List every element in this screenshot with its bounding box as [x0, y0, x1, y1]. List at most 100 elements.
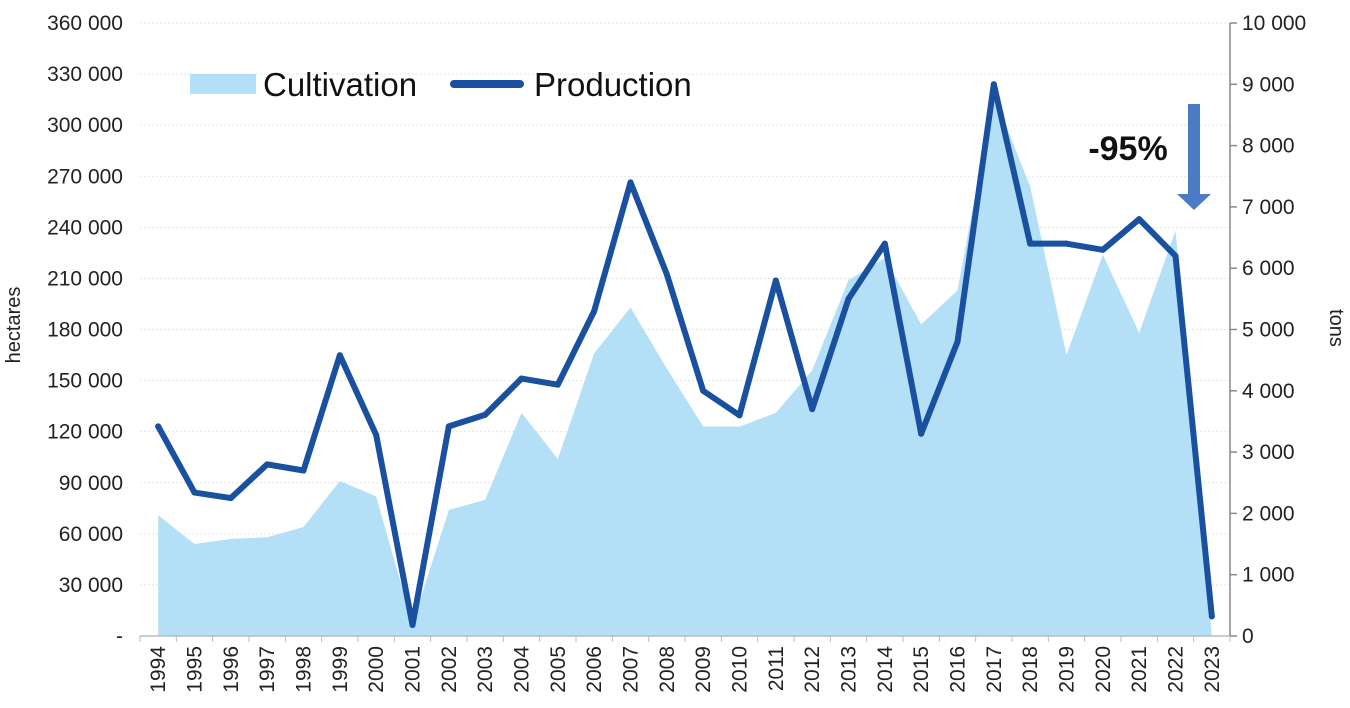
y-left-tick-label: 330 000 — [47, 63, 123, 86]
x-tick-label: 1997 — [256, 646, 279, 693]
y-right-tick-label: 1 000 — [1242, 564, 1295, 587]
production-point — [227, 495, 234, 502]
y-left-tick-label: - — [116, 625, 123, 648]
production-point — [772, 277, 779, 284]
production-point — [1208, 613, 1215, 620]
production-point — [1136, 216, 1143, 223]
y-left-tick-label: 30 000 — [59, 574, 123, 597]
x-tick-label: 2003 — [474, 646, 497, 693]
x-tick-label: 2023 — [1201, 646, 1224, 693]
y-left-tick-label: 150 000 — [47, 370, 123, 393]
y-right-tick-label: 10 000 — [1242, 12, 1306, 35]
production-line-layer — [155, 81, 1215, 628]
production-point — [918, 430, 925, 437]
y-right-axis-title: tons — [1325, 309, 1347, 347]
x-tick-label: 2015 — [910, 646, 933, 693]
production-point — [264, 461, 271, 468]
y-right-tick-label: 7 000 — [1242, 196, 1295, 219]
x-tick-label: 2008 — [656, 646, 679, 693]
left-axis-ticks: - 30 000 60 000 90 000 120 000 150 000 180 000… — [47, 12, 123, 648]
x-tick-label: 2013 — [838, 646, 861, 693]
x-tick-label: 2009 — [692, 646, 715, 693]
x-tick-label: 2014 — [874, 646, 897, 693]
production-point — [1027, 240, 1034, 247]
production-point — [954, 338, 961, 345]
x-tick-label: 2022 — [1165, 646, 1188, 693]
x-tick-label: 2016 — [947, 646, 970, 693]
x-tick-label: 2007 — [620, 646, 643, 693]
production-point — [591, 308, 598, 315]
y-left-axis-title: hectares — [3, 287, 25, 364]
production-point — [409, 621, 416, 628]
production-point — [700, 387, 707, 394]
production-point — [1172, 252, 1179, 259]
y-right-tick-label: 5 000 — [1242, 319, 1295, 342]
decline-annotation: -95% — [1088, 104, 1211, 210]
y-right-tick-label: 2 000 — [1242, 502, 1295, 525]
legend-cultivation-swatch — [190, 74, 256, 94]
y-left-tick-label: 270 000 — [47, 165, 123, 188]
production-point — [191, 489, 198, 496]
production-point — [845, 295, 852, 302]
right-axis-ticks: 0 1 000 2 000 3 000 4 000 5 000 6 000 7 000 8 00… — [1230, 12, 1306, 648]
production-point — [809, 406, 816, 413]
x-tick-label: 2011 — [765, 646, 788, 691]
x-tick-label: 2012 — [801, 646, 824, 693]
production-point — [627, 179, 634, 186]
production-point — [1099, 246, 1106, 253]
y-left-tick-label: 120 000 — [47, 421, 123, 444]
y-right-tick-label: 6 000 — [1242, 257, 1295, 280]
cultivation-area-layer — [158, 94, 1212, 637]
y-left-tick-label: 300 000 — [47, 114, 123, 137]
y-left-tick-label: 180 000 — [47, 319, 123, 342]
x-tick-label: 1994 — [147, 646, 170, 693]
y-right-tick-label: 3 000 — [1242, 441, 1295, 464]
y-right-tick-label: 0 — [1242, 625, 1254, 648]
production-point — [482, 411, 489, 418]
production-point — [881, 240, 888, 247]
x-tick-label: 2000 — [365, 646, 388, 693]
x-tick-label: 2018 — [1019, 646, 1042, 693]
legend: Cultivation Production — [190, 66, 692, 103]
production-point — [663, 271, 670, 278]
x-tick-label: 1999 — [329, 646, 352, 693]
x-axis-ticks: 1994 1995 1996 1997 1998 1999 2000 2001 2002 2003… — [139, 636, 1231, 693]
legend-cultivation-label: Cultivation — [263, 66, 417, 103]
cultivation-area — [158, 94, 1212, 637]
x-tick-label: 2019 — [1056, 646, 1079, 693]
x-tick-label: 2006 — [583, 646, 606, 693]
production-point — [445, 423, 452, 430]
production-point — [155, 423, 162, 430]
production-point — [373, 431, 380, 438]
production-point — [736, 412, 743, 419]
y-left-tick-label: 210 000 — [47, 267, 123, 290]
y-left-tick-label: 90 000 — [59, 472, 123, 495]
production-point — [554, 381, 561, 388]
y-left-tick-label: 60 000 — [59, 523, 123, 546]
legend-production-label: Production — [534, 66, 692, 103]
production-point — [336, 352, 343, 359]
x-tick-label: 2017 — [983, 646, 1006, 693]
x-tick-label: 1996 — [220, 646, 243, 693]
x-tick-label: 2021 — [1128, 646, 1151, 693]
x-tick-label: 1995 — [184, 646, 207, 693]
production-point — [1063, 240, 1070, 247]
x-tick-label: 2001 — [402, 646, 425, 693]
x-tick-label: 2002 — [438, 646, 461, 693]
y-right-tick-label: 8 000 — [1242, 135, 1295, 158]
x-tick-label: 2004 — [511, 646, 534, 693]
y-left-tick-label: 240 000 — [47, 216, 123, 239]
decline-percent-label: -95% — [1088, 130, 1167, 168]
y-left-tick-label: 360 000 — [47, 12, 123, 35]
y-right-tick-label: 4 000 — [1242, 380, 1295, 403]
production-line — [155, 81, 1215, 628]
production-point — [518, 375, 525, 382]
y-right-tick-label: 9 000 — [1242, 73, 1295, 96]
x-tick-label: 2005 — [547, 646, 570, 693]
production-point — [990, 81, 997, 88]
x-tick-label: 2020 — [1092, 646, 1115, 693]
x-tick-label: 2010 — [729, 646, 752, 693]
x-tick-label: 1998 — [293, 646, 316, 693]
down-arrow-icon — [1177, 104, 1211, 210]
